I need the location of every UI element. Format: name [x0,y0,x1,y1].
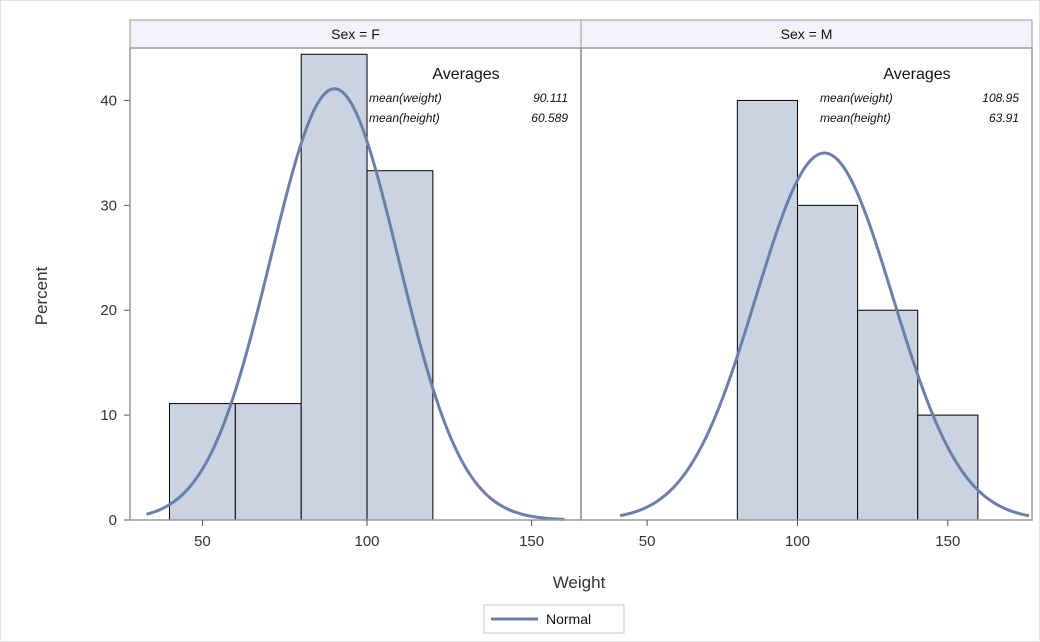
panel-f: Sex = F 50 100 150 Averages mean(weight) 90.11… [129,19,582,550]
histogram-bar [234,403,302,521]
x-tick-label: 50 [639,533,656,550]
averages-row-label: mean(height) [820,111,891,125]
legend-label: Normal [546,611,591,627]
averages-row-value: 63.91 [989,111,1019,125]
panel-header [580,19,1033,49]
y-tick-label: 0 [109,512,117,529]
y-tick-label: 40 [100,92,117,109]
legend: Normal [483,604,625,634]
histogram-bar [917,414,979,521]
panel-title: Sex = F [331,26,380,42]
panel-title: Sex = M [781,26,833,42]
averages-row-value: 60.589 [531,111,568,125]
panel-border [580,47,1033,521]
averages-row-value: 108.95 [982,91,1019,105]
x-tick-label: 150 [519,533,544,550]
averages-row-value: 90.111 [533,91,568,105]
x-tick-label: 150 [935,533,960,550]
panels: 0 10 20 30 40 Sex = F 50 100 150 Averages mean(wei… [100,19,1033,550]
averages-title: Averages [883,66,950,83]
y-axis-title: Percent [32,266,51,325]
histogram-bar [796,204,859,521]
averages-row-label: mean(height) [369,111,440,125]
histogram-bar [366,170,434,521]
x-tick-label: 100 [785,533,810,550]
normal-curve [619,151,1030,518]
x-axis-title: Weight [553,573,606,592]
x-tick-label: 50 [194,533,211,550]
normal-curve [146,87,565,521]
averages-title: Averages [432,66,499,83]
panel-m: Sex = M 50 100 150 Averages mean(weight) 108.9… [580,19,1033,550]
histogram-bar [736,99,798,521]
y-tick-label: 30 [100,197,117,214]
averages-row-label: mean(weight) [820,91,893,105]
averages-row-label: mean(weight) [369,91,442,105]
y-tick-label: 20 [100,302,117,319]
x-tick-label: 100 [355,533,380,550]
y-tick-label: 10 [100,407,117,424]
histogram-bar [300,53,368,521]
histogram-bar [857,309,919,521]
